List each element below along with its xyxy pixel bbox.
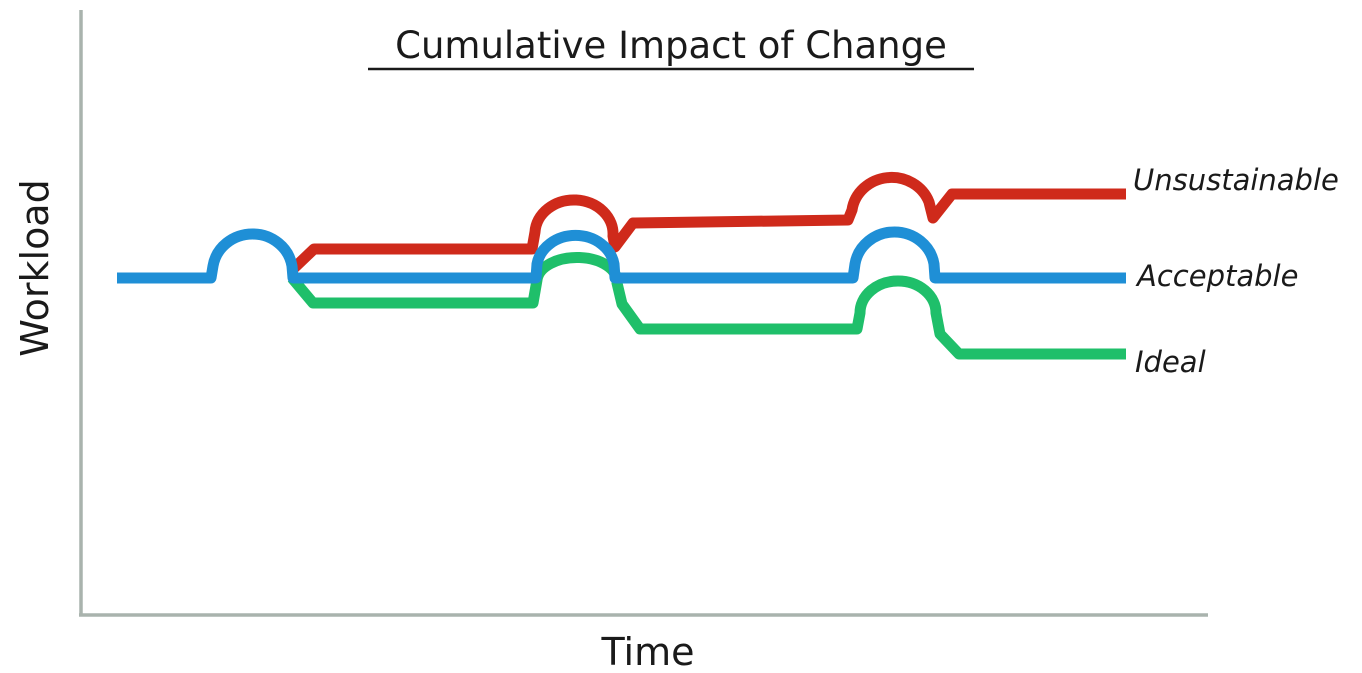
- workload-curves: [117, 171, 1126, 360]
- series-label-unsustainable: Unsustainable: [1133, 163, 1339, 197]
- series-label-ideal: Ideal: [1135, 345, 1206, 379]
- axes: [79, 10, 1208, 617]
- series-labels: Unsustainable Acceptable Ideal: [1133, 163, 1339, 379]
- y-axis-label: Workload: [13, 179, 57, 356]
- diagram-title: Cumulative Impact of Change: [395, 24, 947, 67]
- series-label-acceptable: Acceptable: [1135, 259, 1298, 293]
- x-axis-label: Time: [601, 630, 695, 673]
- unsustainable-curve: [288, 171, 1126, 274]
- acceptable-curve: [117, 226, 1126, 284]
- ideal-curve: [287, 252, 1126, 360]
